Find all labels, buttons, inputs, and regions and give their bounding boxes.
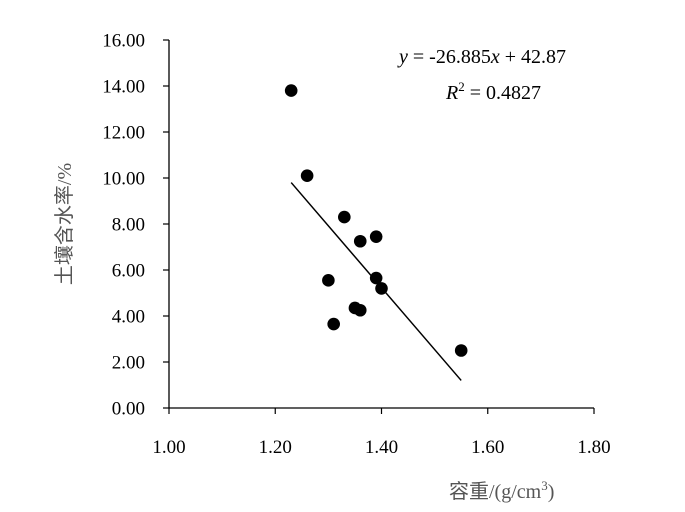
data-point: [369, 230, 383, 243]
data-point: [369, 271, 383, 285]
x-axis-title: 容重/(g/cm3): [449, 478, 554, 503]
r-squared: R2 = 0.4827: [445, 79, 541, 104]
x-ticks: 1.00 1.20 1.40 1.60 1.80: [152, 408, 611, 458]
data-points: [284, 84, 468, 357]
x-axis-title-sup: 3: [541, 478, 548, 493]
y-tick-label: 10.00: [102, 169, 145, 190]
data-point: [322, 274, 335, 287]
data-point: [375, 282, 388, 295]
r-end: = 0.4827: [465, 82, 541, 104]
y-ticks: 0.00 2.00 4.00 6.00 8.00 10.00 12.00 14.00 16.00: [102, 31, 169, 420]
data-point: [300, 169, 314, 182]
data-point: [353, 234, 367, 248]
eq-end: + 42.87: [500, 46, 566, 68]
y-tick-label: 2.00: [112, 353, 145, 374]
y-tick-label: 8.00: [112, 215, 145, 236]
x-tick-label: 1.40: [365, 437, 398, 458]
y-tick-label: 12.00: [102, 123, 145, 144]
data-point: [327, 317, 340, 331]
x-tick-label: 1.80: [577, 437, 610, 458]
regression-equation: y = -26.885x + 42.87: [397, 46, 566, 68]
x-tick-label: 1.60: [471, 437, 504, 458]
y-tick-label: 4.00: [112, 307, 145, 328]
data-point: [338, 210, 351, 224]
r-sup: 2: [458, 79, 465, 94]
x-tick-label: 1.00: [152, 437, 185, 458]
x-axis-title-end: ): [548, 481, 555, 503]
eq-mid: = -26.885: [408, 46, 491, 68]
r-var: R: [445, 82, 458, 104]
data-point: [353, 303, 367, 317]
y-tick-label: 16.00: [102, 31, 145, 52]
y-tick-label: 14.00: [102, 77, 145, 98]
y-axis-title: 土壤含水率/%: [53, 163, 76, 285]
eq-y-var: y: [397, 46, 408, 68]
x-axis-title-main: 容重/(g/cm: [449, 480, 542, 503]
eq-x-var: x: [490, 46, 500, 68]
x-tick-label: 1.20: [259, 437, 292, 458]
y-tick-label: 6.00: [112, 261, 145, 282]
data-point: [284, 84, 298, 97]
data-point: [454, 344, 468, 357]
y-tick-label: 0.00: [112, 399, 145, 420]
